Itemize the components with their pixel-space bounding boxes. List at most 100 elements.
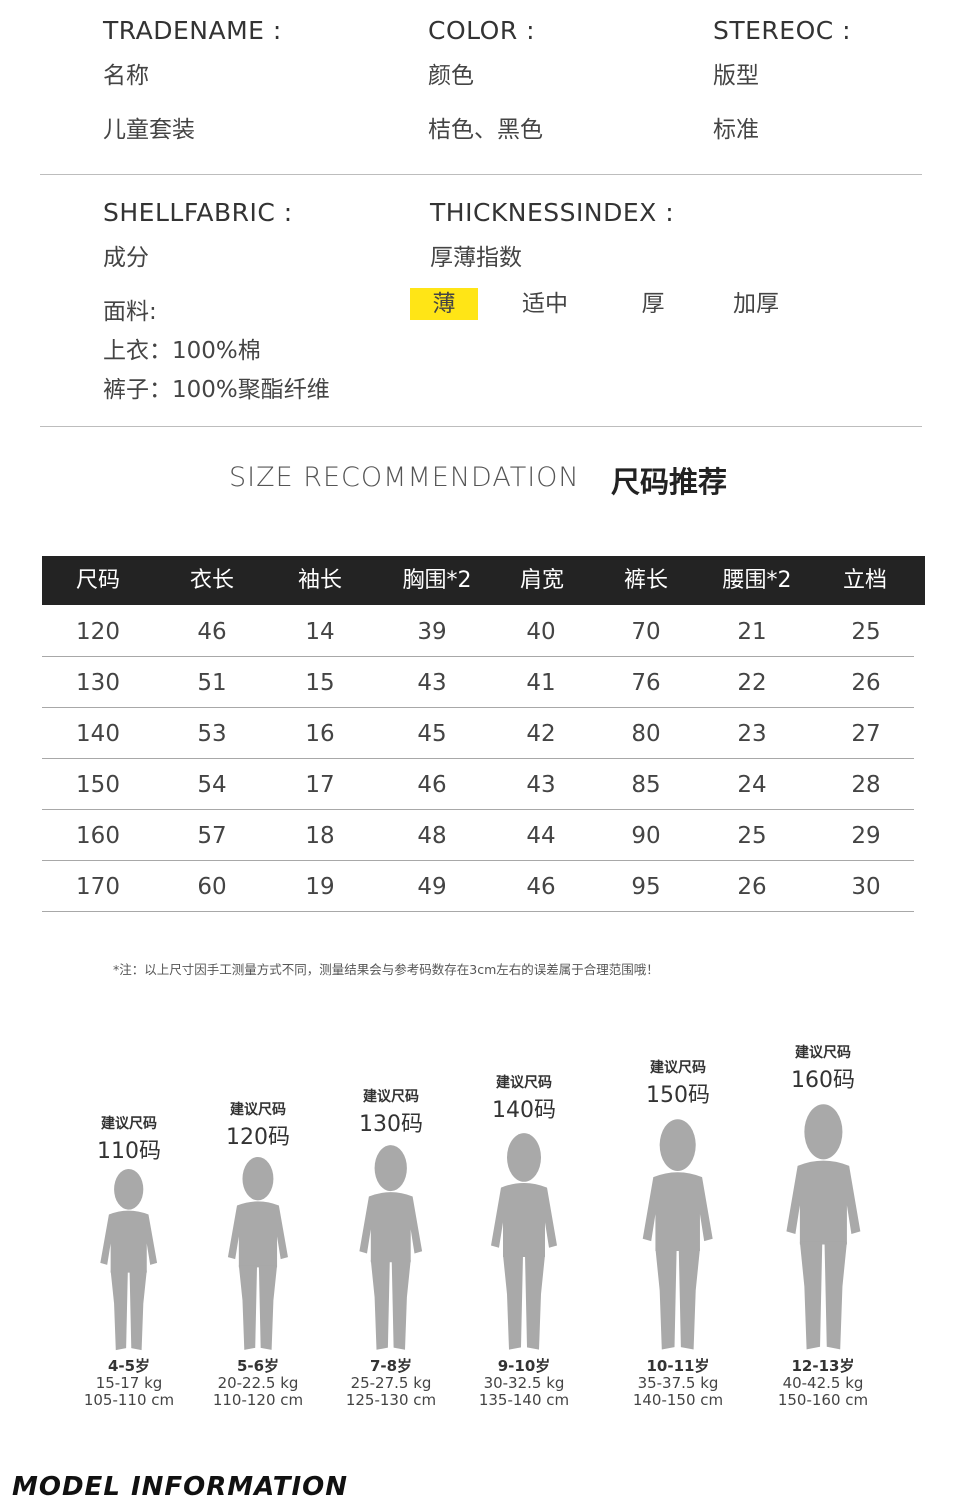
figure-info: 9-10岁 30-32.5 kg 135-140 cm xyxy=(454,1358,594,1409)
color-cn-label: 颜色 xyxy=(428,63,474,89)
table-cell: 14 xyxy=(305,619,335,645)
table-cell: 140 xyxy=(76,721,120,747)
table-header-cell: 衣长 xyxy=(189,568,234,593)
height-range: 140-150 cm xyxy=(632,1391,724,1409)
size-table-header: 尺码 衣长 袖长 胸围*2 肩宽 裤长 腰围*2 立档 xyxy=(42,556,925,605)
table-header-cell: 肩宽 xyxy=(519,568,564,593)
measurement-note: *注：以上尺寸因手工测量方式不同，测量结果会与参考码数存在3cm左右的误差属于合… xyxy=(113,962,659,977)
table-cell: 28 xyxy=(851,772,881,798)
age-range: 5-6岁 xyxy=(236,1357,280,1375)
table-header-cell: 尺码 xyxy=(75,568,120,593)
thickness-option-medium: 适中 xyxy=(522,291,568,317)
shellfabric-cn-label: 成分 xyxy=(103,245,149,271)
table-cell: 90 xyxy=(631,823,661,849)
suggest-size-value: 160码 xyxy=(791,1068,855,1093)
table-cell: 24 xyxy=(737,772,767,798)
table-cell: 46 xyxy=(526,874,556,900)
weight-range: 15-17 kg xyxy=(95,1374,163,1392)
suggest-size-value: 120码 xyxy=(226,1125,290,1150)
weight-range: 40-42.5 kg xyxy=(782,1374,864,1392)
figure-info: 7-8岁 25-27.5 kg 125-130 cm xyxy=(321,1358,461,1409)
figure-info: 4-5岁 15-17 kg 105-110 cm xyxy=(59,1358,199,1409)
height-range: 110-120 cm xyxy=(212,1391,304,1409)
stereo-cn-label: 版型 xyxy=(713,63,759,89)
weight-range: 35-37.5 kg xyxy=(637,1374,719,1392)
table-cell: 43 xyxy=(526,772,556,798)
thickness-cn-label: 厚薄指数 xyxy=(430,245,522,271)
height-range: 125-130 cm xyxy=(345,1391,437,1409)
child-silhouette-icon xyxy=(643,1119,713,1350)
figure-size-tag: 建议尺码 130码 xyxy=(331,1086,451,1138)
color-label: COLOR : xyxy=(428,16,536,45)
weight-range: 20-22.5 kg xyxy=(217,1374,299,1392)
suggest-size-label: 建议尺码 xyxy=(795,1045,851,1061)
table-row-divider xyxy=(42,707,914,708)
table-cell: 30 xyxy=(851,874,881,900)
tradename-label: TRADENAME : xyxy=(103,16,282,45)
shellfabric-label: SHELLFABRIC : xyxy=(103,198,293,227)
table-cell: 42 xyxy=(526,721,556,747)
table-cell: 46 xyxy=(197,619,227,645)
thickness-option-extra-thick: 加厚 xyxy=(733,291,779,317)
table-cell: 170 xyxy=(76,874,120,900)
child-silhouette-icon xyxy=(786,1104,860,1350)
table-cell: 51 xyxy=(197,670,227,696)
suggest-size-label: 建议尺码 xyxy=(650,1060,706,1076)
table-cell: 41 xyxy=(526,670,556,696)
height-range: 105-110 cm xyxy=(83,1391,175,1409)
figure-size-tag: 建议尺码 120码 xyxy=(198,1099,318,1151)
tradename-value: 儿童套装 xyxy=(103,117,195,143)
table-cell: 39 xyxy=(417,619,447,645)
table-cell: 22 xyxy=(737,670,767,696)
table-cell: 43 xyxy=(417,670,447,696)
table-cell: 18 xyxy=(305,823,335,849)
weight-range: 25-27.5 kg xyxy=(350,1374,432,1392)
table-cell: 150 xyxy=(76,772,120,798)
suggest-size-label: 建议尺码 xyxy=(230,1102,286,1118)
table-cell: 46 xyxy=(417,772,447,798)
color-value: 桔色、黑色 xyxy=(428,117,543,143)
figure-info: 10-11岁 35-37.5 kg 140-150 cm xyxy=(608,1358,748,1409)
table-row-divider xyxy=(42,656,914,657)
table-cell: 16 xyxy=(305,721,335,747)
table-row-divider xyxy=(42,758,914,759)
child-silhouette-icon xyxy=(227,1157,289,1350)
divider xyxy=(40,174,922,175)
table-cell: 27 xyxy=(851,721,881,747)
table-cell: 130 xyxy=(76,670,120,696)
age-range: 10-11岁 xyxy=(646,1357,710,1375)
table-cell: 26 xyxy=(737,874,767,900)
fabric-label: 面料: xyxy=(103,299,157,325)
table-cell: 53 xyxy=(197,721,227,747)
table-row-divider xyxy=(42,809,914,810)
table-cell: 25 xyxy=(851,619,881,645)
figure-size-tag: 建议尺码 160码 xyxy=(763,1042,883,1094)
weight-range: 30-32.5 kg xyxy=(483,1374,565,1392)
table-cell: 48 xyxy=(417,823,447,849)
table-cell: 23 xyxy=(737,721,767,747)
age-range: 9-10岁 xyxy=(497,1357,551,1375)
table-cell: 54 xyxy=(197,772,227,798)
stereo-value: 标准 xyxy=(713,117,759,143)
table-cell: 80 xyxy=(631,721,661,747)
fabric-top: 上衣：100%棉 xyxy=(103,338,261,364)
table-cell: 21 xyxy=(737,619,767,645)
table-cell: 76 xyxy=(631,670,661,696)
thickness-option-thick: 厚 xyxy=(641,291,665,317)
table-cell: 95 xyxy=(631,874,661,900)
table-header-cell: 胸围*2 xyxy=(402,568,472,593)
table-cell: 26 xyxy=(851,670,881,696)
child-silhouette-icon xyxy=(491,1133,557,1350)
table-cell: 49 xyxy=(417,874,447,900)
divider xyxy=(40,426,922,427)
figure-info: 12-13岁 40-42.5 kg 150-160 cm xyxy=(753,1358,893,1409)
table-cell: 40 xyxy=(526,619,556,645)
table-header-cell: 立档 xyxy=(842,568,887,593)
table-row-divider xyxy=(42,911,914,912)
table-header-cell: 袖长 xyxy=(297,568,342,593)
figure-info: 5-6岁 20-22.5 kg 110-120 cm xyxy=(188,1358,328,1409)
suggest-size-label: 建议尺码 xyxy=(363,1089,419,1105)
suggest-size-value: 130码 xyxy=(359,1112,423,1137)
table-cell: 60 xyxy=(197,874,227,900)
table-cell: 70 xyxy=(631,619,661,645)
